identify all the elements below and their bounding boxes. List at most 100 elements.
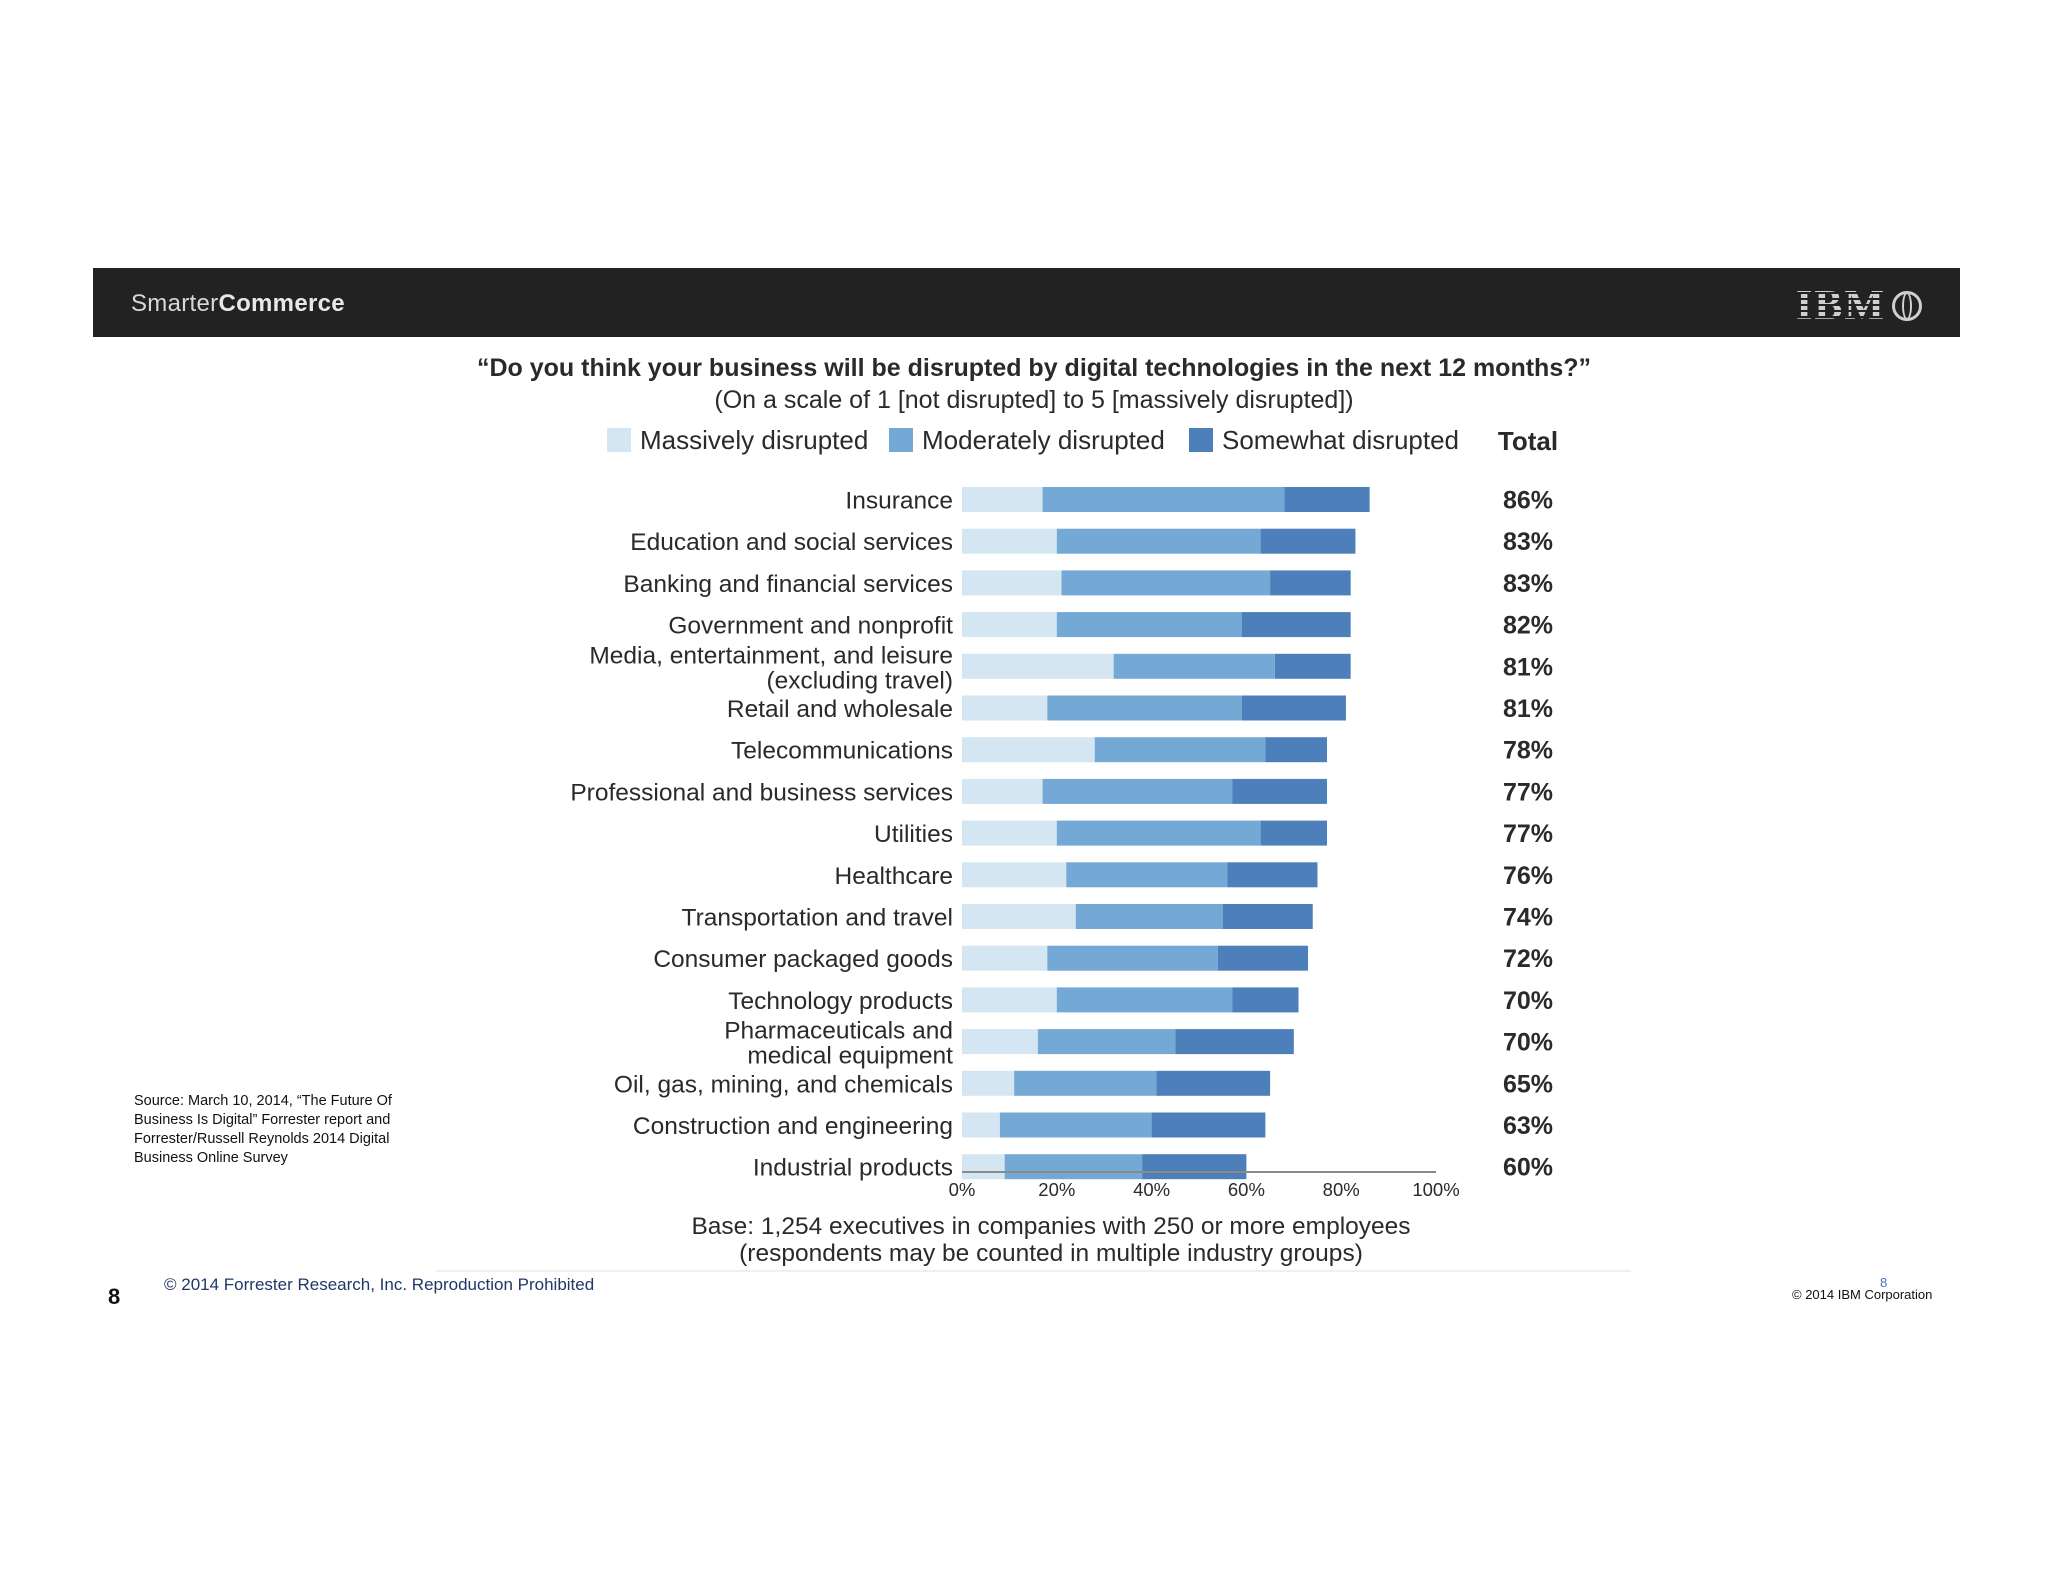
bar-segment [1061, 570, 1271, 596]
category-label: Transportation and travel [682, 905, 953, 932]
bar-segment [962, 862, 1067, 888]
category-label: Healthcare [835, 863, 953, 890]
bar-segment [1241, 695, 1346, 721]
category-label: Government and nonprofit [668, 613, 953, 640]
bar-segment [962, 612, 1057, 638]
total-value: 76% [1503, 862, 1553, 890]
category-label: (excluding travel) [766, 667, 953, 694]
ibm-logo: IBM [1796, 282, 1922, 330]
bar-segment [1056, 528, 1261, 554]
x-tick-label: 40% [1133, 1179, 1170, 1200]
bar-segment [962, 945, 1048, 971]
bar-segment [1047, 945, 1218, 971]
category-label: medical equipment [747, 1043, 953, 1070]
bar-segment [1056, 820, 1261, 846]
x-tick-label: 100% [1412, 1179, 1459, 1200]
x-tick-label: 60% [1228, 1179, 1265, 1200]
header-bar: SmarterCommerce IBM [93, 268, 1960, 337]
category-label: Education and social services [630, 529, 953, 556]
legend-label: Moderately disrupted [922, 425, 1165, 455]
total-value: 74% [1503, 904, 1553, 932]
source-note: Source: March 10, 2014, “The Future Of B… [134, 1092, 434, 1168]
bar-segment [1075, 904, 1223, 929]
total-value: 70% [1503, 987, 1553, 1015]
total-value: 78% [1503, 737, 1553, 765]
bar-segment [1037, 1029, 1176, 1055]
category-label: Technology products [728, 988, 953, 1015]
footer-copyright-ibm: © 2014 IBM Corporation [1792, 1287, 1933, 1302]
bar-segment [962, 987, 1057, 1013]
legend-swatch [889, 428, 913, 452]
brand-bold-text: Commerce [218, 290, 345, 317]
bar-segment [1156, 1070, 1271, 1096]
brand-light-text: Smarter [131, 290, 219, 317]
base-note: (respondents may be counted in multiple … [739, 1240, 1363, 1267]
bar-segment [1151, 1112, 1266, 1138]
total-value: 82% [1503, 612, 1553, 640]
category-label: Utilities [874, 821, 953, 848]
bar-segment [1042, 778, 1233, 804]
source-note-line: Forrester/Russell Reynolds 2014 Digital [134, 1131, 390, 1147]
total-value: 60% [1503, 1154, 1553, 1182]
category-label: Insurance [845, 488, 953, 515]
ibm-logo-text: IBM [1796, 283, 1886, 329]
legend-label: Massively disrupted [640, 425, 868, 455]
bar-segment [962, 487, 1043, 512]
bar-segment [962, 737, 1095, 763]
category-label: Media, entertainment, and leisure [589, 642, 953, 669]
bar-segment [1222, 904, 1313, 929]
bar-segment [962, 1154, 1005, 1180]
bar-segment [1042, 487, 1285, 512]
total-value: 65% [1503, 1070, 1553, 1098]
legend-swatch [1189, 428, 1213, 452]
footer-divider [436, 1270, 1631, 1272]
x-tick-label: 80% [1323, 1179, 1360, 1200]
bar-segment [1284, 487, 1370, 512]
category-label: Banking and financial services [623, 571, 953, 598]
total-value: 70% [1503, 1029, 1553, 1057]
bar-segment [1014, 1070, 1157, 1096]
chart-title: “Do you think your business will be disr… [477, 354, 1591, 382]
legend-swatch [607, 428, 631, 452]
bar-segment [1232, 987, 1299, 1013]
total-value: 86% [1503, 487, 1553, 515]
category-label: Pharmaceuticals and [724, 1018, 953, 1045]
source-note-line: Business Online Survey [134, 1150, 288, 1166]
bar-segment [1056, 987, 1233, 1013]
total-value: 81% [1503, 695, 1553, 723]
bar-segment [1227, 862, 1318, 888]
bar-segment [962, 1029, 1038, 1055]
bar-segment [1047, 695, 1242, 721]
bar-segment [1066, 862, 1228, 888]
bar-segment [1265, 737, 1327, 763]
slide-number: 8 [108, 1284, 121, 1309]
bar-segment [962, 820, 1057, 846]
bar-segment [962, 695, 1048, 721]
source-note-line: Source: March 10, 2014, “The Future Of [134, 1093, 392, 1109]
bar-segment [962, 528, 1057, 554]
bar-segment [1217, 945, 1309, 971]
category-label: Telecommunications [731, 738, 953, 765]
bar-segment [1094, 737, 1266, 763]
footer-page-number: 8 [1880, 1275, 1888, 1290]
bar-segment [1232, 778, 1327, 804]
bar-segment [1113, 653, 1275, 679]
bar-segment [1142, 1154, 1247, 1180]
bar-segment [962, 904, 1076, 929]
bar-segment [1270, 570, 1351, 596]
bar-segment [962, 778, 1043, 804]
total-value: 77% [1503, 778, 1553, 806]
bar-segment [1274, 653, 1351, 679]
total-header: Total [1498, 426, 1558, 456]
globe-icon [1892, 291, 1922, 321]
bar-segment [1175, 1029, 1294, 1055]
category-label: Consumer packaged goods [653, 946, 953, 973]
total-value: 77% [1503, 820, 1553, 848]
bar-segment [999, 1112, 1152, 1138]
bar-segment [1260, 528, 1356, 554]
bar-segment [962, 653, 1114, 679]
bar-segment [962, 570, 1062, 596]
bar-segment [1241, 612, 1351, 638]
category-label: Professional and business services [570, 779, 953, 806]
